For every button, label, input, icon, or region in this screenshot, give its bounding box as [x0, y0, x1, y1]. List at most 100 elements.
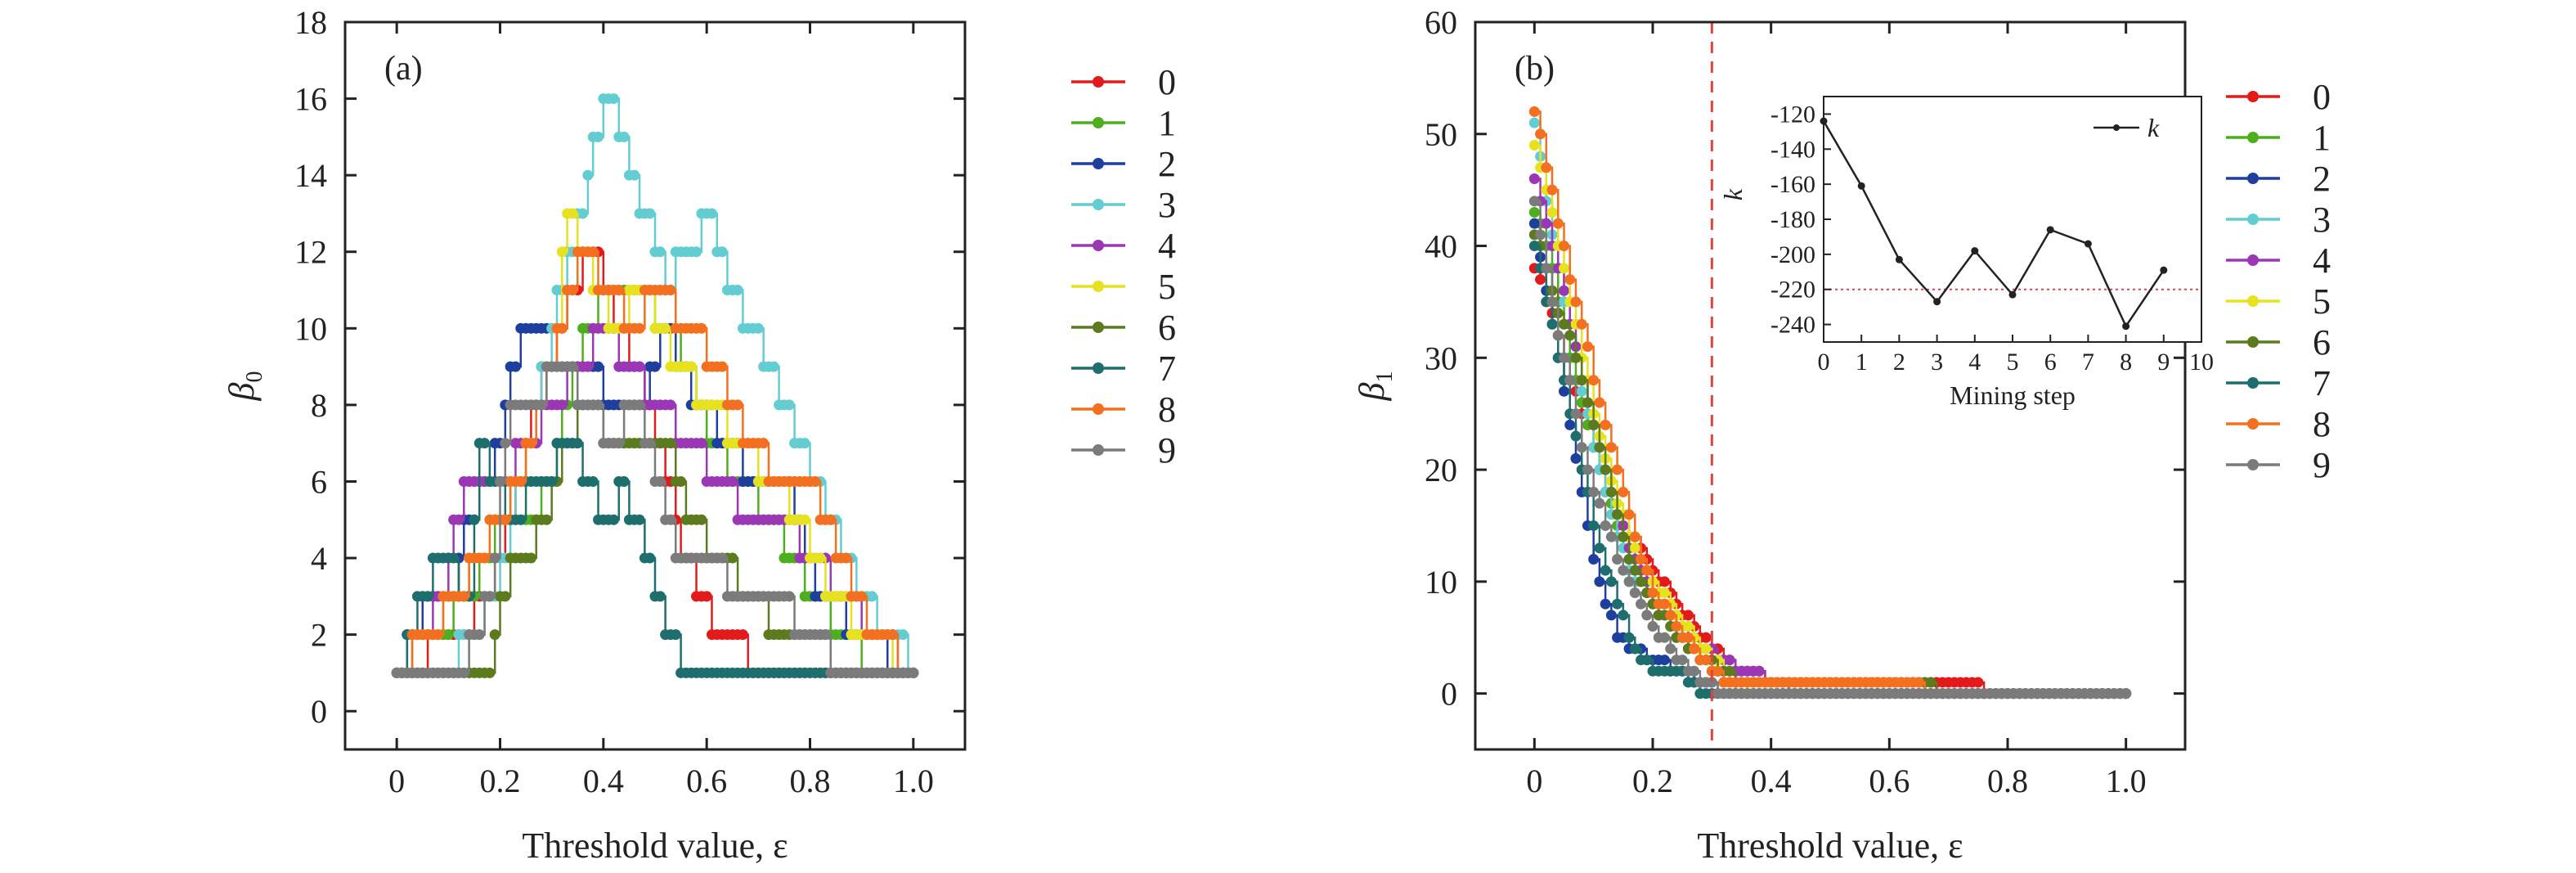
inset-background [1824, 97, 2201, 342]
panel-b-series-5-point [1629, 542, 1640, 554]
panel-b-x-tick-label: 0 [1526, 763, 1542, 799]
legend-swatch-marker [1093, 403, 1104, 415]
panel-b-x-tick-label: 0.6 [1869, 763, 1910, 799]
legend-swatch-marker [2247, 91, 2259, 102]
panel-a-series-9-point [613, 438, 625, 449]
panel-b-series-4-point [1724, 655, 1735, 666]
panel-a-series-8-point [665, 285, 676, 296]
panel-b-series-7-point [1546, 318, 1558, 330]
panel-a-series-8-point [567, 285, 578, 296]
panel-b-series-9-point [1618, 565, 1629, 576]
panel-b-series-7-point [1612, 598, 1623, 610]
panel-a-y-tick-label: 18 [294, 4, 327, 41]
panel-a-legend-item-4: 4 [1071, 226, 1176, 266]
panel-a-x-tick-label: 1.0 [893, 763, 934, 799]
panel-b-series-6-point [1636, 576, 1647, 587]
panel-a-series-8-point [856, 591, 868, 602]
panel-b-series-6-point [1724, 665, 1735, 677]
panel-a-y-tick-label: 6 [311, 463, 327, 500]
panel-a-series-3-point [644, 208, 656, 219]
panel-b-series-9-point [1541, 263, 1552, 274]
panel-b-series-2-point [1588, 553, 1600, 565]
panel-a-series-8-point [525, 438, 536, 449]
panel-a-series-7-point [618, 475, 630, 487]
panel-b-series-0-point [1535, 274, 1546, 286]
panel-a-label: (a) [384, 50, 423, 88]
panel-a-series-2-point [593, 361, 604, 372]
panel-a-series-6-point [500, 591, 511, 602]
panel-b-series-8-point [1682, 632, 1694, 643]
panel-a-legend-item-0: 0 [1071, 62, 1176, 102]
legend-label: 9 [2313, 445, 2331, 485]
panel-a-series-9 [391, 361, 919, 678]
panel-b-series-8-point [1564, 274, 1576, 286]
legend-swatch-marker [2247, 254, 2259, 266]
panel-a-series-8-point [810, 475, 821, 487]
panel-b-series-8-point [1546, 184, 1558, 196]
panel-b-series-8-point [1658, 598, 1670, 610]
inset-x-tick-label: 0 [1818, 349, 1830, 376]
legend-label: 4 [2313, 241, 2331, 281]
panel-b-series-6-point [1618, 531, 1629, 542]
panel-a-series-7-point [448, 552, 460, 564]
panel-b-series-layer [1528, 106, 2132, 700]
panel-a-y-tick-label: 16 [294, 81, 327, 118]
panel-b-series-7-point [1588, 520, 1600, 531]
panel-a-series-2-point [509, 361, 521, 372]
inset-k-point [2122, 322, 2130, 331]
panel-b-series-6-point [1594, 442, 1605, 453]
panel-b-y-tick-label: 30 [1425, 340, 1457, 376]
panel-a-series-2 [391, 322, 919, 678]
panel-a-ticks: 0 0.2 0.4 0.6 0.8 1.0 0 2 4 6 8 10 12 14 16 18 [294, 4, 965, 799]
inset-y-axis-title: k [1718, 188, 1748, 200]
legend-swatch-marker [1093, 117, 1104, 128]
panel-a-series-9-point [500, 438, 511, 449]
panel-a-y-axis-symbol: β [222, 382, 262, 401]
panel-a-series-3-point [866, 591, 877, 602]
panel-b-series-6-point [1588, 419, 1600, 430]
panel-a-y-tick-label: 12 [294, 234, 327, 271]
inset-y-tick-label: -180 [1770, 206, 1815, 233]
panel-a-series-1-point [442, 629, 454, 641]
panel-a-series-7-point [644, 552, 656, 564]
panel-b-series-9-point [1629, 587, 1640, 599]
panel-b-series-9-point [1535, 229, 1546, 241]
panel-b-series-8-point [1528, 106, 1540, 117]
panel-a-series-9-point [634, 399, 645, 411]
panel-b-series-9-point [1689, 665, 1700, 677]
panel-a-series-8-point [696, 322, 707, 334]
panel-b-series-8-point [1605, 442, 1617, 453]
panel-a-plot-frame [343, 20, 967, 751]
inset-x-tick-label: 6 [2044, 349, 2057, 376]
inset-x-tick-label: 2 [1893, 349, 1905, 376]
panel-a-legend-item-8: 8 [1071, 389, 1176, 430]
panel-b-series-9-point [1706, 677, 1717, 688]
panel-a-x-tick-label: 0.8 [790, 763, 831, 799]
panel-b-series-8-point [1629, 531, 1640, 542]
panel-b-series-9-point [2120, 688, 2132, 700]
panel-b-series-6-point [1629, 565, 1640, 576]
panel-a-series-3-point [799, 438, 810, 449]
panel-a-series-8-point [841, 552, 852, 564]
panel-b-series-9-point [1623, 576, 1635, 587]
panel-a-series-6-point [489, 629, 500, 641]
panel-a-series-8-point [556, 322, 568, 334]
panel-a-series-5-point [556, 246, 568, 258]
panel-a-series-9-point [644, 438, 656, 449]
panel-b-series-6-point [1612, 509, 1623, 520]
panel-a-series-3-point [577, 208, 589, 219]
panel-b-series-6-point [1570, 352, 1582, 363]
panel-b-series-9-point [1564, 375, 1576, 386]
panel-b-series-9-point [1612, 553, 1623, 565]
panel-b-plot-frame [1474, 20, 2187, 751]
panel-a-y-tick-label: 8 [311, 387, 327, 424]
panel-a-series-8-point [758, 438, 770, 449]
panel-b-series-5-point [1658, 587, 1670, 599]
panel-b-y-tick-label: 40 [1425, 228, 1457, 265]
inset-legend: k [2094, 113, 2160, 142]
inset-k-points [1820, 117, 2168, 331]
panel-b-series-8-point [1636, 553, 1647, 565]
panel-b-series-4-point [1541, 218, 1552, 229]
legend-label: 1 [1158, 103, 1176, 143]
